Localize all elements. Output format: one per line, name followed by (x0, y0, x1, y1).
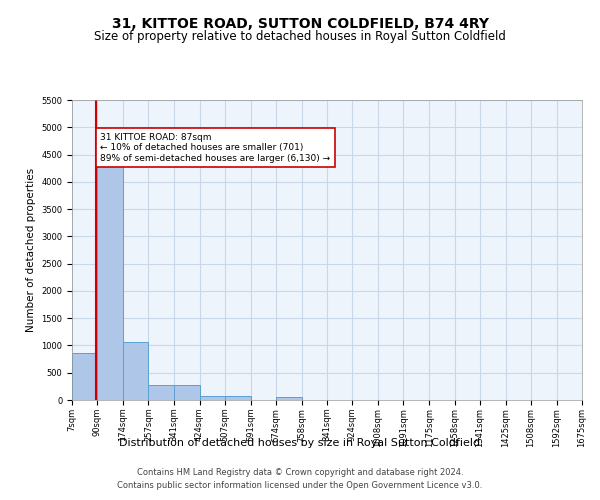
Bar (72, 352, 97, 400)
Bar (148, 384, 174, 400)
Bar (225, 396, 251, 400)
Text: 31, KITTOE ROAD, SUTTON COLDFIELD, B74 4RY: 31, KITTOE ROAD, SUTTON COLDFIELD, B74 4… (112, 18, 488, 32)
Y-axis label: Number of detached properties: Number of detached properties (26, 168, 35, 332)
Text: Contains public sector information licensed under the Open Government Licence v3: Contains public sector information licen… (118, 480, 482, 490)
Bar (174, 384, 199, 400)
Text: 31 KITTOE ROAD: 87sqm
← 10% of detached houses are smaller (701)
89% of semi-det: 31 KITTOE ROAD: 87sqm ← 10% of detached … (100, 132, 331, 162)
Text: Size of property relative to detached houses in Royal Sutton Coldfield: Size of property relative to detached ho… (94, 30, 506, 43)
Text: Contains HM Land Registry data © Crown copyright and database right 2024.: Contains HM Land Registry data © Crown c… (137, 468, 463, 477)
Bar (123, 342, 148, 400)
Bar (276, 398, 302, 400)
Bar (199, 396, 225, 400)
Text: Distribution of detached houses by size in Royal Sutton Coldfield: Distribution of detached houses by size … (119, 438, 481, 448)
Bar (97, 152, 123, 400)
